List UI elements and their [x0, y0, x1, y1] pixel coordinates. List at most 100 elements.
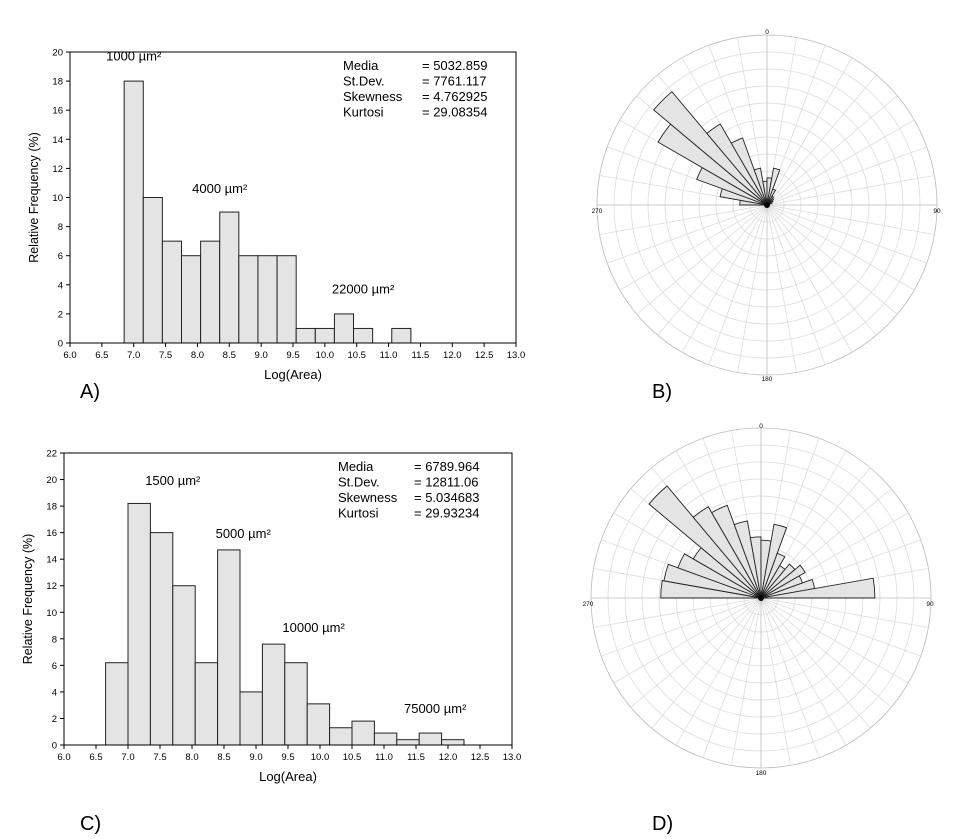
polar-grid-spoke: [760, 597, 892, 708]
x-tick-label: 11.0: [380, 350, 398, 361]
x-tick-label: 8.5: [223, 350, 236, 361]
polar-grid-spoke: [657, 204, 768, 336]
direction-label: 90: [933, 208, 941, 215]
size-annotation: 5000 µm²: [216, 526, 272, 541]
size-annotation: 10000 µm²: [282, 620, 345, 635]
histogram-bar-9: [295, 327, 316, 344]
direction-label: 270: [583, 601, 594, 608]
y-tick-label: 14: [52, 135, 63, 146]
polar-grid-spoke: [766, 204, 797, 373]
polar-grid-spoke: [766, 175, 935, 206]
x-tick-label: 10.5: [343, 752, 362, 763]
x-tick-label: 6.0: [57, 752, 70, 763]
polar-grid-spoke: [760, 597, 791, 766]
polar-grid-spoke: [601, 597, 762, 657]
stat-label: Skewness: [343, 89, 403, 104]
stat-value: = 5.034683: [414, 490, 479, 505]
y-tick-label: 4: [52, 687, 57, 698]
y-tick-label: 22: [46, 449, 57, 460]
histogram-bar-6: [239, 691, 263, 746]
y-tick-label: 2: [58, 309, 63, 320]
polar-grid-spoke: [702, 597, 762, 758]
rose-sector-5: [692, 506, 762, 599]
panel-label-d: D): [652, 813, 673, 835]
histogram-bar-8: [276, 255, 297, 344]
histogram-bar-6: [238, 255, 259, 344]
panel-label-b: B): [652, 381, 672, 403]
y-tick-label: 20: [52, 48, 63, 59]
y-tick-label: 4: [58, 280, 63, 291]
polar-grid-spoke: [766, 204, 915, 291]
rose-sector-2: [677, 553, 762, 599]
polar-grid-spoke: [599, 204, 768, 235]
y-tick-label: 16: [46, 528, 57, 539]
histogram-bar-4: [200, 240, 221, 344]
x-tick-label: 9.5: [286, 350, 299, 361]
histogram-bar-9: [306, 703, 331, 746]
rose-sector-8: [749, 536, 762, 599]
y-tick-label: 20: [46, 475, 57, 486]
panel-label-a: A): [80, 381, 100, 403]
histogram-bar-7: [257, 255, 278, 344]
polar-grid-spoke: [766, 204, 826, 365]
stat-value: = 29.93234: [414, 506, 479, 521]
rose-diagram-panel-b: 0 90 180 270: [592, 29, 941, 383]
rose-sector-17: [760, 577, 876, 599]
y-tick-label: 16: [52, 106, 63, 117]
histogram-bar-12: [373, 732, 398, 746]
y-tick-label: 10: [52, 193, 63, 204]
polar-grid-spoke: [737, 204, 768, 373]
size-annotation: 1500 µm²: [145, 473, 201, 488]
rose-sector-7: [733, 520, 762, 599]
polar-grid-spoke: [766, 204, 853, 353]
histogram-bar-2: [149, 532, 174, 746]
direction-label: 0: [765, 29, 769, 36]
x-tick-label: 12.5: [475, 350, 494, 361]
size-annotation: 22000 µm²: [332, 282, 395, 297]
x-tick-label: 8.5: [217, 752, 230, 763]
polar-grid-spoke: [593, 597, 762, 628]
y-tick-label: 2: [52, 714, 57, 725]
x-tick-label: 11.5: [412, 350, 430, 361]
polar-grid-spoke: [766, 119, 915, 206]
stat-value: = 5032.859: [422, 58, 487, 73]
polar-grid-spoke: [760, 597, 921, 657]
x-tick-label: 10.0: [316, 350, 335, 361]
x-tick-label: 12.5: [471, 752, 490, 763]
histogram-panel-a: 6.0 6.5 7.0 7.5 8.0 8.5 9.0 9.5 10.0 10.5 11.0 11.5…: [27, 48, 525, 383]
stat-value: = 12811.06: [414, 475, 478, 490]
histogram-bar-3: [181, 255, 202, 344]
polar-grid-spoke: [651, 597, 762, 729]
rose-center-dot: [764, 202, 770, 208]
x-tick-label: 12.0: [439, 752, 458, 763]
polar-grid-spoke: [760, 597, 929, 628]
stat-label: St.Dev.: [343, 74, 385, 89]
histogram-bar-15: [441, 739, 465, 746]
y-tick-label: 10: [46, 608, 57, 619]
polar-grid-spoke: [613, 597, 762, 684]
x-tick-label: 9.5: [281, 752, 294, 763]
y-tick-label: 18: [52, 77, 63, 88]
panel-label-c: C): [80, 813, 101, 835]
histogram-bar-13: [396, 739, 420, 746]
x-tick-label: 6.0: [63, 350, 76, 361]
stat-label: Skewness: [338, 490, 398, 505]
histogram-bar-0: [105, 662, 129, 746]
x-tick-label: 11.0: [375, 752, 393, 763]
size-annotation: 1000 µm²: [106, 49, 162, 64]
y-tick-label: 6: [52, 661, 57, 672]
polar-grid-spoke: [760, 597, 820, 758]
polar-grid-spoke: [766, 57, 853, 206]
x-tick-label: 6.5: [89, 752, 102, 763]
stat-label: St.Dev.: [338, 475, 380, 490]
y-tick-label: 8: [58, 222, 63, 233]
histogram-bar-14: [418, 732, 443, 746]
y-tick-label: 0: [58, 339, 63, 350]
rose-diagram-panel-d: 0 90 180 270: [583, 423, 934, 777]
polar-grid-spoke: [760, 597, 847, 746]
polar-grid-spoke: [607, 204, 768, 264]
stat-value: = 29.08354: [422, 105, 487, 120]
y-tick-label: 12: [46, 581, 57, 592]
x-axis-label: Log(Area): [259, 769, 317, 784]
